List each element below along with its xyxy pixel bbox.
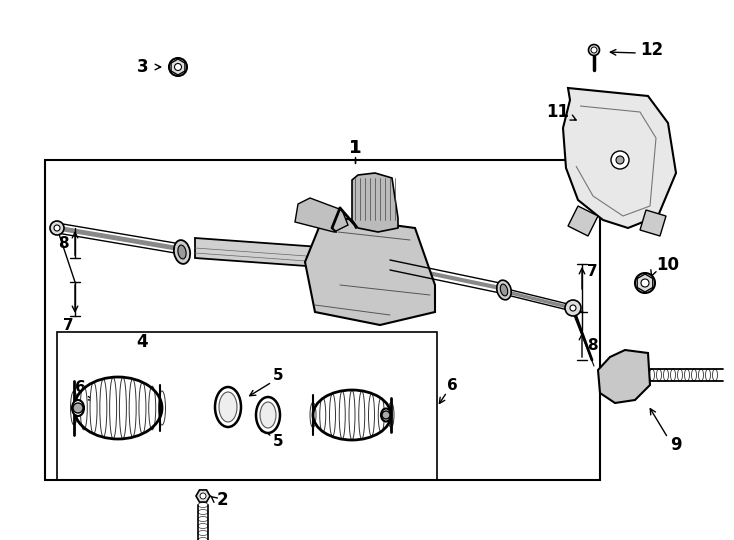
Ellipse shape — [656, 369, 661, 381]
Ellipse shape — [677, 369, 683, 381]
Ellipse shape — [670, 369, 675, 381]
Ellipse shape — [215, 387, 241, 427]
Polygon shape — [352, 173, 398, 232]
Text: 3: 3 — [137, 58, 149, 76]
Ellipse shape — [219, 392, 237, 422]
Text: 10: 10 — [656, 256, 680, 274]
Polygon shape — [637, 274, 653, 292]
Ellipse shape — [691, 369, 697, 381]
Ellipse shape — [100, 379, 107, 437]
Circle shape — [382, 411, 390, 419]
Ellipse shape — [139, 382, 146, 434]
Circle shape — [641, 279, 649, 287]
Ellipse shape — [664, 369, 669, 381]
Ellipse shape — [80, 386, 87, 430]
Ellipse shape — [705, 369, 711, 381]
Ellipse shape — [159, 391, 165, 425]
Ellipse shape — [699, 369, 703, 381]
Bar — [57, 332, 437, 480]
Ellipse shape — [198, 503, 208, 508]
Ellipse shape — [260, 402, 276, 428]
Polygon shape — [640, 210, 666, 236]
Circle shape — [200, 493, 206, 499]
Ellipse shape — [359, 391, 365, 439]
Ellipse shape — [174, 240, 190, 264]
Circle shape — [611, 151, 629, 169]
Text: 12: 12 — [641, 41, 664, 59]
Ellipse shape — [378, 398, 385, 433]
Circle shape — [50, 221, 64, 235]
Text: 9: 9 — [670, 436, 682, 454]
Polygon shape — [171, 59, 185, 75]
Ellipse shape — [149, 386, 156, 430]
Ellipse shape — [198, 530, 208, 536]
Text: 5: 5 — [273, 368, 283, 382]
Ellipse shape — [713, 369, 718, 381]
Polygon shape — [196, 490, 210, 502]
Circle shape — [570, 305, 576, 311]
Text: 1: 1 — [349, 139, 361, 157]
Ellipse shape — [388, 402, 394, 428]
Polygon shape — [195, 238, 390, 272]
Circle shape — [175, 64, 181, 71]
Ellipse shape — [685, 369, 689, 381]
Text: 1: 1 — [349, 139, 361, 157]
Ellipse shape — [109, 377, 117, 439]
Text: 5: 5 — [273, 435, 283, 449]
Ellipse shape — [198, 523, 208, 529]
Ellipse shape — [650, 369, 655, 381]
Text: 6: 6 — [75, 381, 85, 395]
Ellipse shape — [129, 379, 137, 437]
Ellipse shape — [635, 273, 655, 293]
Ellipse shape — [330, 394, 335, 436]
Ellipse shape — [591, 47, 597, 53]
Ellipse shape — [381, 408, 391, 422]
Text: 7: 7 — [62, 318, 73, 333]
Polygon shape — [563, 88, 676, 228]
Polygon shape — [598, 350, 650, 403]
Ellipse shape — [70, 391, 78, 425]
Ellipse shape — [310, 402, 316, 428]
Ellipse shape — [198, 510, 208, 515]
Circle shape — [54, 225, 60, 231]
Ellipse shape — [72, 400, 84, 416]
Ellipse shape — [90, 382, 97, 434]
Circle shape — [616, 156, 624, 164]
Text: 11: 11 — [547, 103, 570, 121]
Ellipse shape — [178, 245, 186, 259]
Ellipse shape — [589, 44, 600, 56]
Bar — [45, 160, 600, 480]
Ellipse shape — [198, 537, 208, 540]
Ellipse shape — [368, 394, 374, 436]
Ellipse shape — [169, 58, 187, 76]
Ellipse shape — [320, 398, 326, 433]
Ellipse shape — [198, 516, 208, 522]
Ellipse shape — [256, 397, 280, 433]
Text: 4: 4 — [137, 333, 148, 351]
Text: 8: 8 — [58, 235, 68, 251]
Ellipse shape — [339, 391, 345, 439]
Ellipse shape — [120, 377, 126, 439]
Circle shape — [73, 403, 83, 413]
Polygon shape — [568, 206, 598, 236]
Polygon shape — [295, 198, 348, 232]
Text: 2: 2 — [217, 491, 228, 509]
Ellipse shape — [349, 390, 355, 440]
Ellipse shape — [501, 284, 508, 296]
Ellipse shape — [497, 280, 512, 300]
Text: 7: 7 — [586, 265, 597, 280]
Polygon shape — [305, 218, 435, 325]
Circle shape — [565, 300, 581, 316]
Text: 6: 6 — [446, 377, 457, 393]
Text: 8: 8 — [586, 338, 597, 353]
